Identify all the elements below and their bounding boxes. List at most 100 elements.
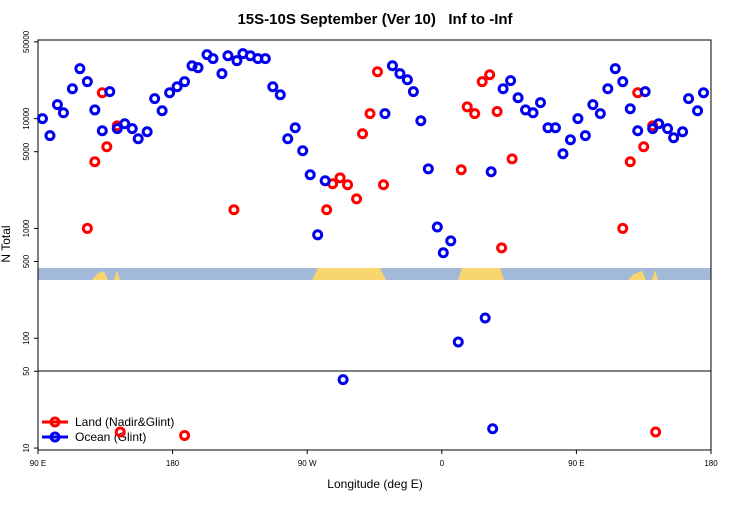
data-point: [89, 104, 101, 116]
data-point: [437, 247, 449, 259]
data-point: [231, 55, 243, 67]
data-point: [259, 53, 271, 65]
data-point: [431, 221, 443, 233]
data-point: [81, 222, 93, 234]
data-point: [455, 164, 467, 176]
data-point: [602, 83, 614, 95]
data-point: [407, 86, 419, 98]
data-point: [304, 169, 316, 181]
data-point: [401, 74, 413, 86]
data-point: [119, 118, 131, 130]
data-point: [485, 166, 497, 178]
data-point: [282, 133, 294, 145]
data-point: [357, 128, 369, 140]
land-patch: [628, 270, 658, 280]
data-point: [617, 222, 629, 234]
data-point: [96, 125, 108, 137]
data-point: [677, 126, 689, 138]
y-tick-label: 10: [22, 443, 31, 452]
data-point: [624, 103, 636, 115]
data-point: [484, 69, 496, 81]
data-point: [74, 63, 86, 75]
data-point: [101, 141, 113, 153]
data-point: [422, 163, 434, 175]
data-point: [535, 97, 547, 109]
data-point: [491, 106, 503, 118]
data-point: [394, 68, 406, 80]
data-point: [267, 81, 279, 93]
data-point: [698, 87, 710, 99]
y-tick-label: 5000: [22, 142, 31, 160]
data-point: [692, 105, 704, 117]
data-point: [572, 113, 584, 125]
data-point: [445, 235, 457, 247]
data-point: [452, 336, 464, 348]
data-point: [496, 242, 508, 254]
x-tick-label: 180: [704, 459, 718, 468]
data-point: [624, 156, 636, 168]
data-point: [371, 66, 383, 78]
data-point: [639, 86, 651, 98]
data-point: [557, 148, 569, 160]
y-tick-label: 1000: [22, 219, 31, 237]
y-tick-label: 500: [22, 254, 31, 268]
data-point: [111, 123, 123, 135]
data-point: [297, 145, 309, 157]
data-point: [207, 53, 219, 65]
data-point: [415, 115, 427, 127]
data-point: [192, 62, 204, 74]
data-point: [683, 93, 695, 105]
data-point: [506, 153, 518, 165]
legend-label: Ocean (Glint): [75, 430, 146, 444]
data-point: [44, 130, 56, 142]
data-point: [650, 426, 662, 438]
data-point: [179, 76, 191, 88]
data-point: [351, 193, 363, 205]
data-point: [476, 76, 488, 88]
data-point: [141, 126, 153, 138]
chart-title: 15S-10S September (Ver 10) Inf to -Inf: [237, 11, 513, 28]
legend: Land (Nadir&Glint)Ocean (Glint): [42, 415, 174, 444]
data-point: [668, 132, 680, 144]
data-point: [497, 83, 509, 95]
data-point: [386, 60, 398, 72]
data-point: [587, 99, 599, 111]
data-point: [364, 108, 376, 120]
data-point: [594, 108, 606, 120]
land-patch: [92, 270, 120, 280]
data-point: [653, 118, 665, 130]
data-point: [321, 204, 333, 216]
data-point: [36, 113, 48, 125]
data-point: [469, 108, 481, 120]
y-axis-label: N Total: [0, 225, 13, 262]
data-point: [104, 86, 116, 98]
data-point: [617, 76, 629, 88]
data-point: [51, 99, 63, 111]
data-point: [579, 130, 591, 142]
data-point: [479, 312, 491, 324]
data-point: [527, 107, 539, 119]
data-point: [549, 122, 561, 134]
data-point: [114, 426, 126, 438]
land-mask-band: [38, 268, 711, 280]
data-point: [505, 75, 517, 87]
data-point: [512, 92, 524, 104]
data-point: [228, 204, 240, 216]
x-tick-label: 90 E: [30, 459, 46, 468]
data-point: [487, 423, 499, 435]
data-point: [632, 125, 644, 137]
x-tick-label: 90 W: [298, 459, 317, 468]
x-tick-label: 180: [166, 459, 180, 468]
data-point: [564, 134, 576, 146]
legend-marker: [49, 416, 61, 428]
data-point: [274, 89, 286, 101]
data-point: [334, 172, 346, 184]
data-point: [461, 101, 473, 113]
x-axis-label: Longitude (deg E): [327, 477, 422, 491]
y-tick-label: 50: [22, 366, 31, 375]
data-point: [216, 68, 228, 80]
data-point: [132, 133, 144, 145]
land-patch: [458, 268, 504, 280]
data-point: [81, 76, 93, 88]
